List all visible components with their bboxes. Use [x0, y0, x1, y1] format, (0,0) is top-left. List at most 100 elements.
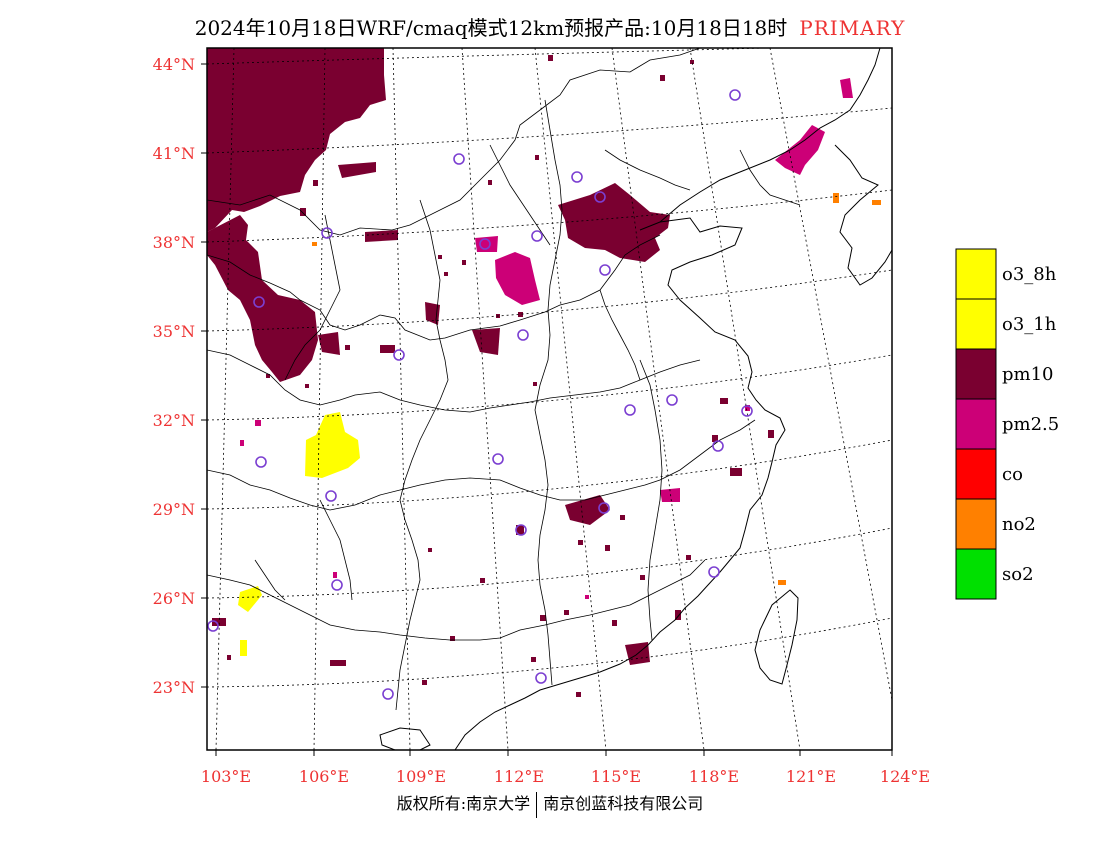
- coastline-liaoning: [659, 48, 881, 223]
- map-plot-area: [207, 48, 892, 750]
- station-marker: [479, 238, 491, 250]
- legend-swatch-o38h: [955, 248, 997, 300]
- pm25-patch-shaanxi: [475, 236, 498, 252]
- pm10-patches: [207, 48, 670, 665]
- pm10-patch-sichuan: [318, 332, 340, 355]
- meridian-103E: [215, 48, 235, 750]
- meridian-106E: [313, 48, 326, 750]
- legend-label-o31h: o3_1h: [1002, 314, 1057, 335]
- no2-patch-3: [778, 580, 786, 585]
- city-stations: [207, 89, 753, 700]
- station-marker: [331, 579, 343, 591]
- legend-swatch-so2: [955, 548, 997, 600]
- station-marker: [535, 672, 547, 684]
- legend-label-so2: so2: [1002, 564, 1034, 585]
- legend-swatch-no2: [955, 498, 997, 550]
- lon-label-115: 115°E: [591, 767, 641, 786]
- pm25-patch-jilin: [840, 78, 853, 98]
- scattered-pm25-cells: [240, 405, 750, 599]
- no2-patches: [312, 193, 881, 585]
- lon-label-106: 106°E: [299, 767, 349, 786]
- lon-label-112: 112°E: [494, 767, 544, 786]
- legend-swatch-co: [955, 448, 997, 500]
- pm10-patch-gansu-small: [365, 230, 398, 242]
- copyright-separator: [536, 791, 538, 818]
- o3-patch-yunnan: [238, 586, 262, 612]
- coastline-bohai: [454, 217, 786, 750]
- lon-label-103: 103°E: [201, 767, 251, 786]
- station-marker: [571, 171, 583, 183]
- legend-label-no2: no2: [1002, 514, 1036, 535]
- pm10-patch-henan: [472, 328, 500, 355]
- meridian-112E: [461, 48, 509, 750]
- meridian-109E: [392, 48, 411, 750]
- station-marker: [321, 227, 333, 239]
- legend-label-pm25: pm2.5: [1002, 414, 1059, 435]
- primary-badge: PRIMARY: [799, 16, 906, 40]
- copyright-owner: 版权所有:南京大学: [396, 794, 531, 813]
- station-marker: [666, 394, 678, 406]
- lat-label-29: 29°N: [153, 500, 195, 519]
- map-frame: [206, 47, 893, 751]
- legend-swatch-pm25: [955, 398, 997, 450]
- lon-label-124: 124°E: [880, 767, 930, 786]
- taiwan-outline: [754, 589, 799, 685]
- pm10-patch-northwest: [207, 48, 386, 232]
- map-boundaries: [207, 48, 892, 750]
- parallel-41N: [207, 107, 892, 154]
- station-marker: [382, 688, 394, 700]
- legend-swatch-o31h: [955, 298, 997, 350]
- station-marker: [708, 566, 720, 578]
- pm25-patch-shanxi: [495, 252, 540, 305]
- no2-patch-1: [833, 193, 839, 203]
- o3-patch-sichuan: [305, 412, 360, 478]
- legend: o3_8h o3_1h pm10 pm2.5 co no2 so2: [955, 248, 1059, 600]
- station-marker: [453, 153, 465, 165]
- lat-label-23: 23°N: [153, 678, 195, 697]
- station-marker: [712, 440, 724, 452]
- station-marker: [253, 296, 265, 308]
- station-marker: [492, 453, 504, 465]
- coastline-korea: [834, 144, 892, 286]
- o3-patch-yunnan-small: [240, 640, 247, 656]
- legend-label-co: co: [1002, 464, 1023, 485]
- station-marker: [729, 89, 741, 101]
- meridian-121E: [689, 48, 801, 750]
- pm25-patch-liaoning: [775, 125, 825, 175]
- map-title: 2024年10月18日WRF/cmaq模式12km预报产品:10月18日18时 P…: [0, 12, 1100, 41]
- station-marker: [517, 329, 529, 341]
- pm25-patches: [475, 78, 853, 502]
- province-borders: [207, 48, 801, 711]
- scattered-pollution-cells: [212, 55, 774, 697]
- station-marker: [255, 456, 267, 468]
- lat-label-38: 38°N: [153, 233, 195, 252]
- lon-label-109: 109°E: [396, 767, 446, 786]
- lon-label-121: 121°E: [786, 767, 836, 786]
- station-marker: [624, 404, 636, 416]
- copyright-company: 南京创蓝科技有限公司: [543, 794, 704, 813]
- parallel-38N: [207, 189, 892, 243]
- parallel-26N: [207, 527, 892, 599]
- lat-tick-marks: [201, 63, 207, 688]
- station-marker: [515, 524, 527, 536]
- legend-label-pm10: pm10: [1002, 364, 1054, 385]
- lat-labels: 44°N 41°N 38°N 35°N 32°N 29°N 26°N 23°N: [153, 55, 195, 697]
- legend-label-o38h: o3_8h: [1002, 264, 1057, 285]
- no2-patch-2: [872, 200, 881, 205]
- station-marker: [207, 620, 219, 632]
- no2-patch-4: [312, 242, 317, 246]
- station-marker: [599, 264, 611, 276]
- station-marker: [393, 349, 405, 361]
- station-marker: [531, 230, 543, 242]
- station-marker: [594, 191, 606, 203]
- hainan-outline: [379, 727, 431, 750]
- station-marker: [325, 490, 337, 502]
- legend-swatch-pm10: [955, 348, 997, 400]
- pm10-patch-hebei: [558, 183, 670, 262]
- graticule: [207, 48, 892, 750]
- lat-label-26: 26°N: [153, 589, 195, 608]
- lon-label-118: 118°E: [689, 767, 739, 786]
- parallel-32N: [207, 354, 892, 421]
- lat-label-44: 44°N: [153, 55, 195, 74]
